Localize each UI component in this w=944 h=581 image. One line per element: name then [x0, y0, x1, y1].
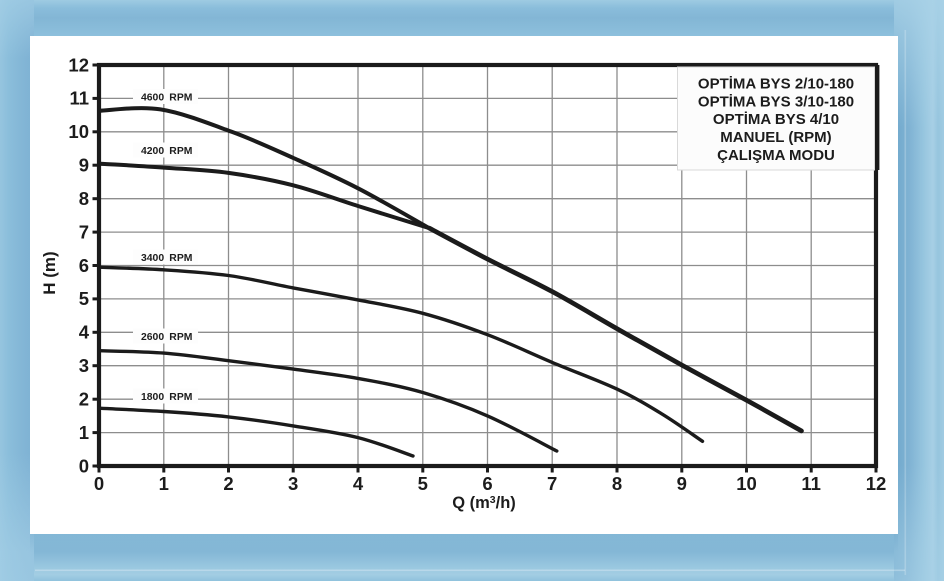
- svg-text:5: 5: [79, 288, 89, 309]
- svg-text:OPTİMA BYS 4/10: OPTİMA BYS 4/10: [713, 111, 839, 128]
- svg-text:12: 12: [866, 473, 887, 494]
- svg-text:7: 7: [547, 473, 557, 494]
- svg-text:10: 10: [736, 473, 757, 494]
- svg-text:MANUEL (RPM): MANUEL (RPM): [720, 129, 831, 146]
- svg-text:10: 10: [68, 121, 89, 142]
- svg-text:6: 6: [79, 255, 89, 276]
- svg-text:1: 1: [79, 422, 89, 443]
- svg-text:0: 0: [79, 455, 89, 476]
- svg-text:5: 5: [418, 473, 428, 494]
- svg-text:4: 4: [79, 322, 90, 343]
- svg-text:3: 3: [79, 355, 89, 376]
- svg-text:ÇALIŞMA MODU: ÇALIŞMA MODU: [717, 147, 835, 164]
- svg-text:0: 0: [94, 473, 104, 494]
- svg-text:3400 RPM: 3400 RPM: [141, 253, 192, 264]
- svg-text:OPTİMA BYS 2/10-180: OPTİMA BYS 2/10-180: [698, 76, 854, 93]
- svg-text:11: 11: [801, 473, 821, 494]
- svg-text:2: 2: [79, 389, 89, 410]
- svg-text:12: 12: [68, 54, 89, 75]
- svg-text:3: 3: [288, 473, 298, 494]
- svg-text:8: 8: [612, 473, 622, 494]
- svg-text:OPTİMA BYS 3/10-180: OPTİMA BYS 3/10-180: [698, 93, 854, 110]
- svg-text:7: 7: [79, 221, 89, 242]
- svg-text:Q (m3/h): Q (m3/h): [452, 494, 516, 512]
- svg-text:2600 RPM: 2600 RPM: [141, 332, 192, 343]
- svg-text:8: 8: [79, 188, 89, 209]
- svg-text:1800 RPM: 1800 RPM: [141, 392, 192, 403]
- svg-text:9: 9: [79, 155, 89, 176]
- svg-text:6: 6: [482, 473, 492, 494]
- svg-text:1: 1: [159, 473, 169, 494]
- svg-text:H (m): H (m): [40, 251, 59, 294]
- svg-text:11: 11: [69, 88, 89, 109]
- svg-text:4200 RPM: 4200 RPM: [141, 146, 192, 157]
- svg-text:4: 4: [353, 473, 364, 494]
- svg-text:4600 RPM: 4600 RPM: [141, 93, 192, 104]
- svg-text:9: 9: [677, 473, 687, 494]
- svg-text:2: 2: [223, 473, 233, 494]
